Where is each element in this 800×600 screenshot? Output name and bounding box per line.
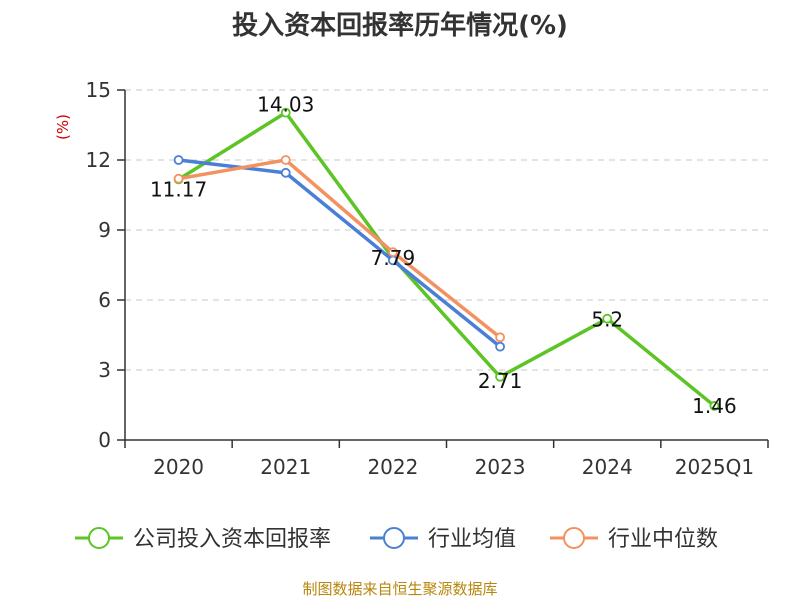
data-point[interactable] xyxy=(495,341,505,352)
x-tick-label: 2025Q1 xyxy=(675,455,754,479)
y-tick-label: 3 xyxy=(98,358,111,382)
legend-label: 公司投入资本回报率 xyxy=(133,527,331,552)
series xyxy=(173,107,720,411)
data-label: 14.03 xyxy=(257,93,314,117)
series-line-2 xyxy=(178,158,502,339)
data-point[interactable] xyxy=(280,155,291,165)
legend-item-2[interactable]: 行业中位数 xyxy=(550,527,718,552)
data-label: 11.17 xyxy=(150,177,207,201)
legend-label: 行业均值 xyxy=(428,527,516,552)
legend[interactable]: 公司投入资本回报率 行业均值 行业中位数 xyxy=(75,527,718,552)
data-point[interactable] xyxy=(173,173,184,184)
data-point[interactable] xyxy=(495,332,505,343)
data-labels: 11.17 14.03 7.79 2.71 5.2 1.46 xyxy=(150,93,737,418)
x-tick-label: 2023 xyxy=(475,455,526,479)
chart-title: 投入资本回报率历年情况(%) xyxy=(232,10,568,41)
series-line-1 xyxy=(178,158,502,349)
data-point[interactable] xyxy=(173,155,184,165)
data-label: 7.79 xyxy=(371,246,416,270)
legend-item-0[interactable]: 公司投入资本回报率 xyxy=(75,527,331,552)
x-tick-label: 2021 xyxy=(260,455,311,479)
y-axis-label: (%) xyxy=(54,114,72,140)
legend-label: 行业中位数 xyxy=(608,527,718,552)
x-tick-label: 2020 xyxy=(153,455,204,479)
legend-swatch-marker xyxy=(563,527,585,549)
y-tick-label: 9 xyxy=(98,218,111,242)
y-tick-label: 6 xyxy=(98,288,111,312)
y-tick-label: 0 xyxy=(98,428,111,452)
data-point[interactable] xyxy=(280,107,291,118)
data-label: 5.2 xyxy=(591,308,623,332)
data-point[interactable] xyxy=(280,167,291,178)
data-label: 2.71 xyxy=(478,369,523,393)
legend-swatch-marker xyxy=(88,527,110,549)
axes: 0 3 6 9 12 15 2020 2021 2022 2023 2024 2025Q1 xyxy=(86,78,769,479)
x-tick-label: 2024 xyxy=(582,455,633,479)
legend-item-1[interactable]: 行业均值 xyxy=(370,527,516,552)
data-point[interactable] xyxy=(388,247,398,258)
data-point[interactable] xyxy=(602,313,613,324)
data-label: 1.46 xyxy=(692,394,737,418)
grid-lines xyxy=(125,89,768,371)
source-note: 制图数据来自恒生聚源数据库 xyxy=(302,580,497,598)
y-tick-label: 15 xyxy=(86,78,111,102)
data-point[interactable] xyxy=(709,401,720,411)
series-line-0 xyxy=(177,110,716,408)
legend-swatch-marker xyxy=(383,527,405,549)
x-tick-label: 2022 xyxy=(367,455,418,479)
y-tick-label: 12 xyxy=(86,148,111,172)
data-point[interactable] xyxy=(495,371,505,382)
